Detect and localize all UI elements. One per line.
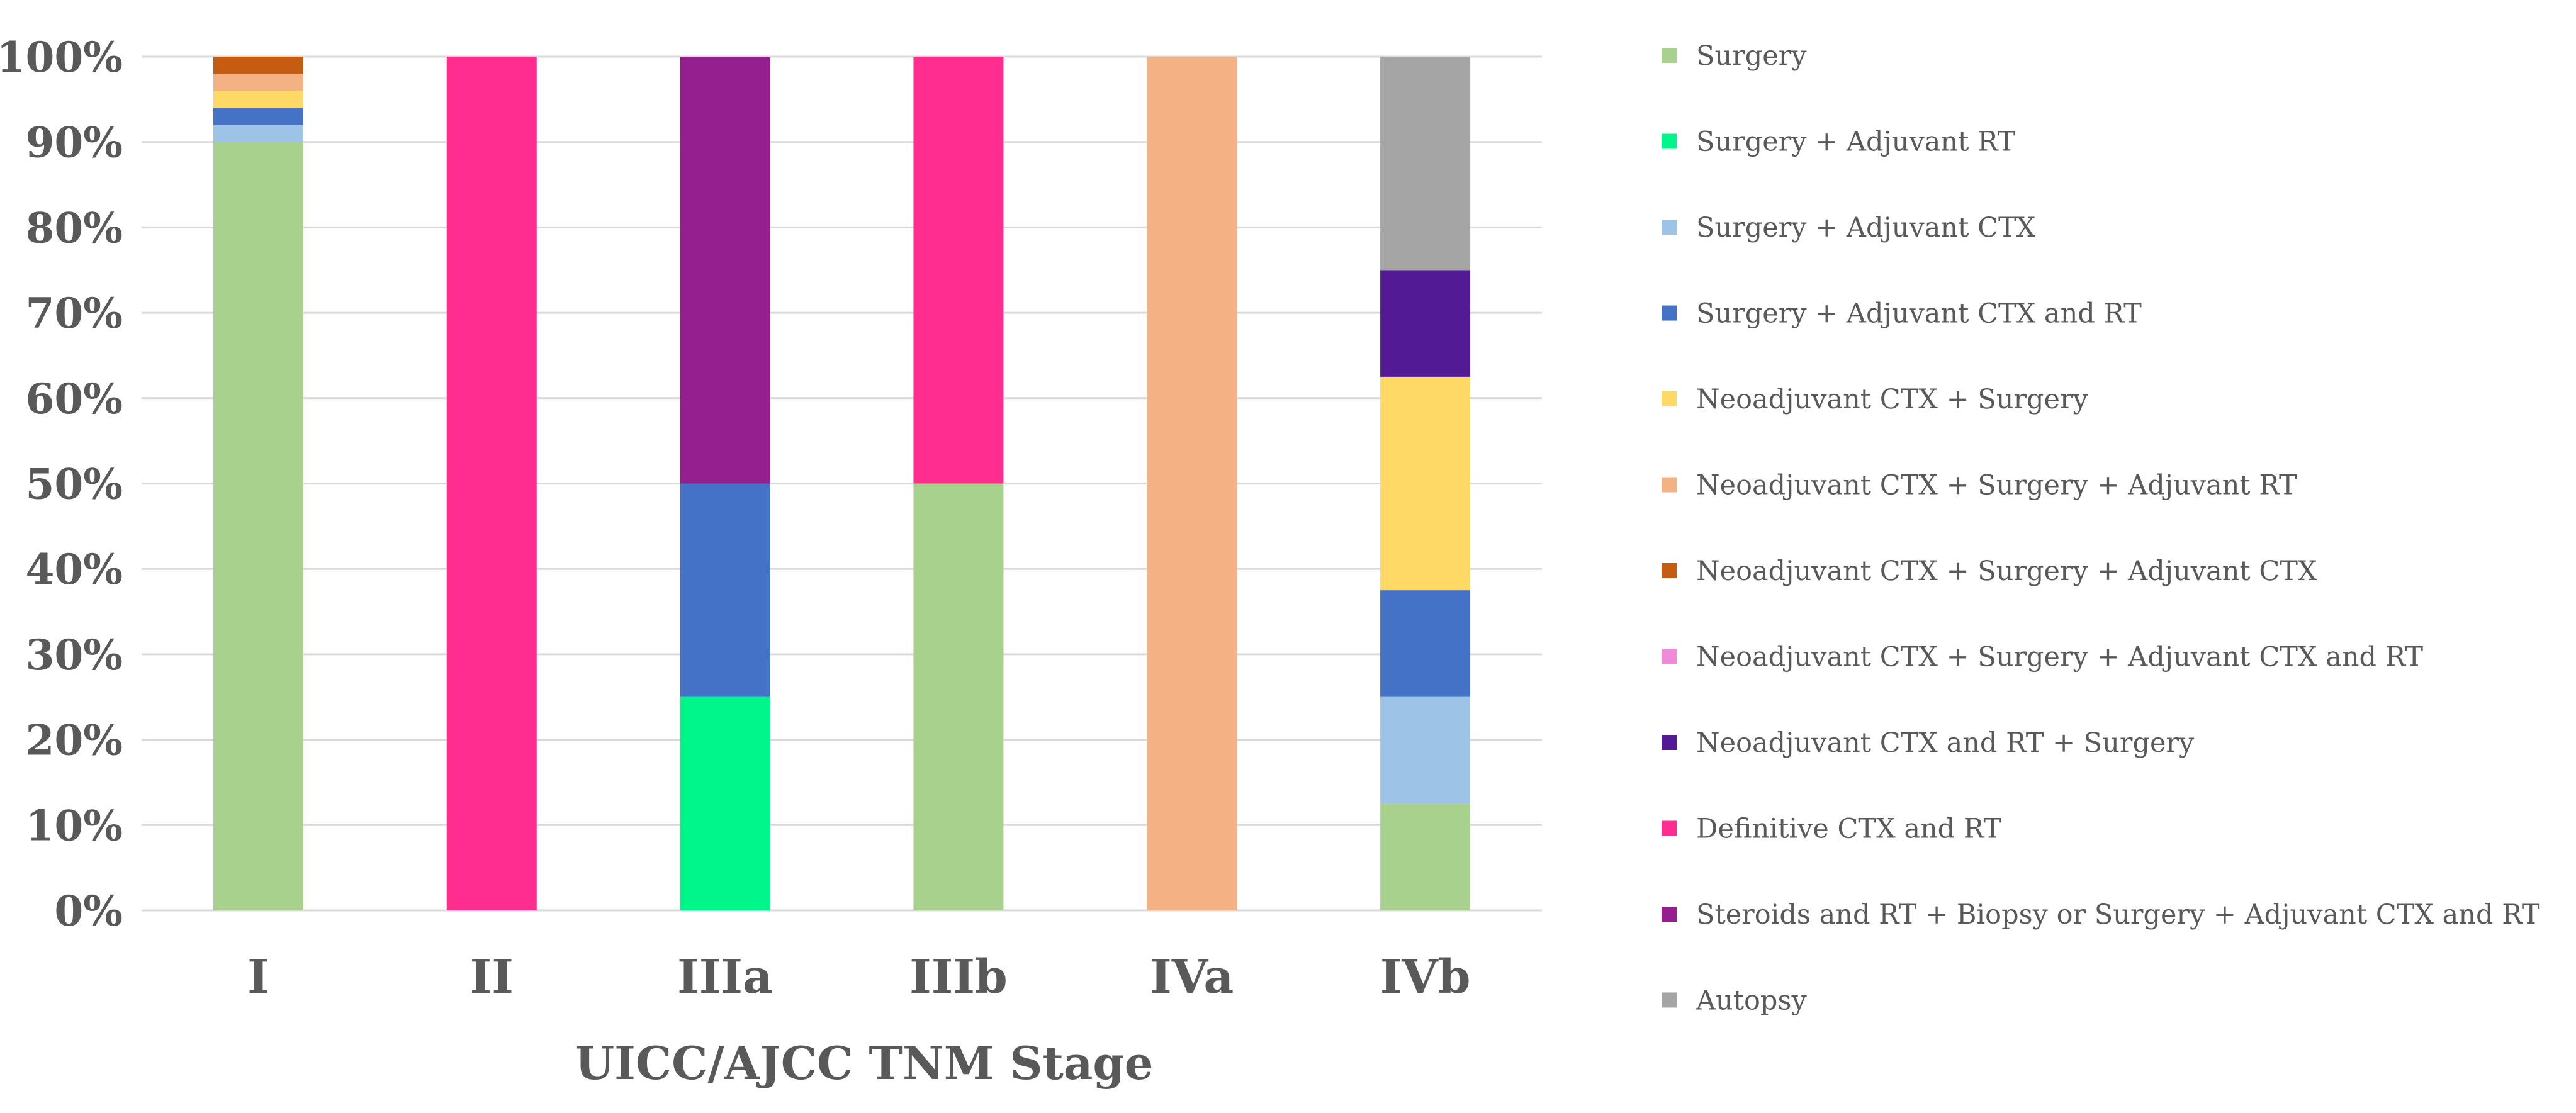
bar-segment xyxy=(213,125,303,142)
legend-swatch xyxy=(1662,391,1677,406)
legend-swatch xyxy=(1662,220,1677,235)
bar-segment xyxy=(446,57,537,910)
bar-segment xyxy=(680,483,770,697)
bar-segment xyxy=(1380,696,1471,804)
y-tick-label: 10% xyxy=(25,801,123,850)
y-tick-label: 20% xyxy=(25,716,123,765)
legend-label: Surgery + Adjuvant CTX and RT xyxy=(1696,298,2142,330)
y-tick-label: 30% xyxy=(25,630,123,680)
legend-label: Autopsy xyxy=(1696,985,1808,1017)
x-tick-label: II xyxy=(470,950,514,1004)
bar-segment xyxy=(1147,57,1237,910)
legend-label: Steroids and RT + Biopsy or Surgery + Ad… xyxy=(1696,899,2540,931)
y-tick-label: 70% xyxy=(25,289,123,338)
legend: Surgery Surgery + Adjuvant RT Surgery + Ad… xyxy=(1662,40,2540,1017)
legend-label: Definitive CTX and RT xyxy=(1696,814,2001,845)
legend-swatch xyxy=(1662,305,1677,321)
legend-label: Surgery + Adjuvant CTX xyxy=(1696,212,2036,243)
bar-segment xyxy=(1380,803,1471,910)
legend-label: Neoadjuvant CTX and RT + Surgery xyxy=(1696,727,2195,759)
bar-segment xyxy=(1380,270,1471,377)
bar-segment xyxy=(213,108,303,125)
bar-segment xyxy=(1380,590,1471,697)
legend-swatch xyxy=(1662,907,1677,922)
legend-label: Surgery xyxy=(1696,40,1807,72)
x-tick-label: I xyxy=(247,950,269,1004)
y-axis-ticks: 0% 10% 20% 30% 40% 50% 60% 70% 80% 90% 100% xyxy=(0,33,123,936)
legend-label: Neoadjuvant CTX + Surgery xyxy=(1696,384,2089,415)
bar-segment xyxy=(213,91,303,108)
legend-swatch xyxy=(1662,563,1677,578)
bar-segment xyxy=(1380,57,1471,271)
legend-swatch xyxy=(1662,477,1677,493)
legend-swatch xyxy=(1662,649,1677,664)
x-tick-label: IVb xyxy=(1380,950,1471,1004)
gridlines xyxy=(142,55,1542,912)
bar-segment xyxy=(213,57,303,74)
x-tick-label: IIIb xyxy=(909,950,1008,1004)
bar-segment xyxy=(213,142,303,911)
bar-segment xyxy=(680,57,770,484)
y-tick-label: 90% xyxy=(25,118,123,167)
y-tick-label: 50% xyxy=(25,460,123,509)
bars xyxy=(213,57,1471,911)
y-tick-label: 0% xyxy=(54,886,123,936)
legend-swatch xyxy=(1662,992,1677,1008)
x-axis-title: UICC/AJCC TNM Stage xyxy=(575,1036,1153,1090)
y-tick-label: 40% xyxy=(25,545,123,594)
legend-swatch xyxy=(1662,735,1677,750)
legend-label: Neoadjuvant CTX + Surgery + Adjuvant CTX xyxy=(1696,556,2317,587)
legend-label: Surgery + Adjuvant RT xyxy=(1696,126,2016,158)
bar-segment xyxy=(680,696,770,910)
legend-label: Neoadjuvant CTX + Surgery + Adjuvant CTX… xyxy=(1696,642,2423,673)
legend-swatch xyxy=(1662,820,1677,836)
y-tick-label: 100% xyxy=(0,33,123,82)
legend-swatch xyxy=(1662,48,1677,63)
legend-swatch xyxy=(1662,133,1677,149)
x-tick-label: IVa xyxy=(1150,950,1234,1004)
legend-label: Neoadjuvant CTX + Surgery + Adjuvant RT xyxy=(1696,470,2297,501)
bar-segment xyxy=(913,57,1004,484)
bar-segment xyxy=(1380,376,1471,591)
x-axis-ticks: I II IIIa IIIb IVa IVb xyxy=(247,950,1470,1004)
y-tick-label: 60% xyxy=(25,374,123,423)
y-tick-label: 80% xyxy=(25,203,123,252)
x-tick-label: IIIa xyxy=(677,950,773,1004)
bar-segment xyxy=(913,483,1004,910)
bar-segment xyxy=(213,74,303,91)
